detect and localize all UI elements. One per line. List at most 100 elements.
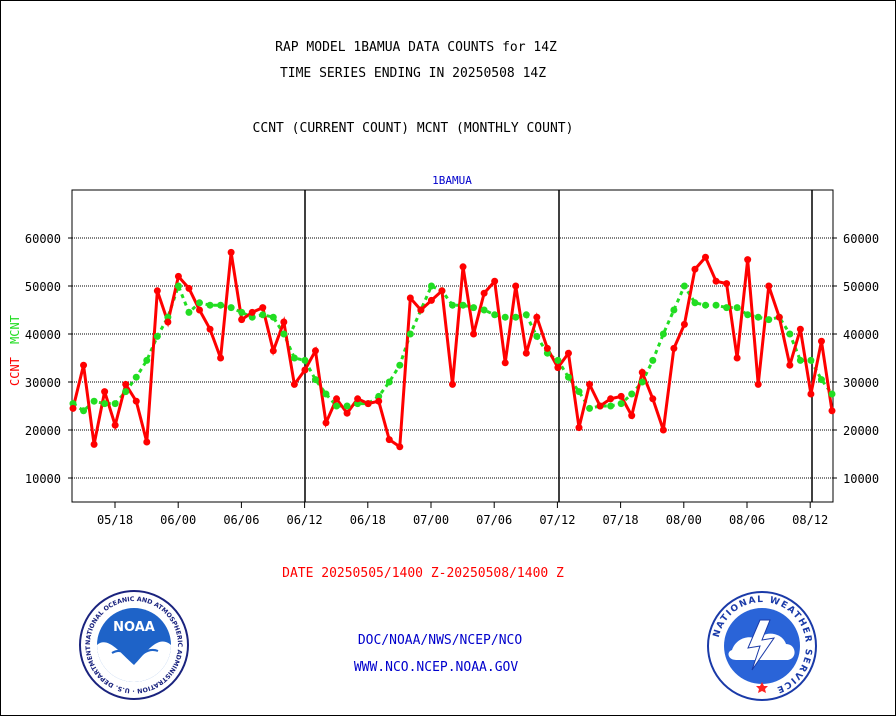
- time-series-chart: 10000 10000 20000 20000 30000 30000 40000 40000…: [8, 174, 879, 527]
- ccnt-point: [575, 424, 583, 432]
- ccnt-point: [80, 361, 88, 369]
- mcnt-point: [111, 400, 119, 408]
- ccnt-point: [354, 395, 362, 403]
- ccnt-point: [649, 395, 657, 403]
- ccnt-point: [396, 443, 404, 451]
- mcnt-point: [280, 330, 288, 338]
- x-tick-label: 06/18: [350, 513, 386, 527]
- ccnt-point: [164, 318, 172, 326]
- mcnt-point: [333, 402, 341, 410]
- mcnt-point: [259, 311, 267, 319]
- mcnt-point: [670, 306, 678, 314]
- mcnt-point: [385, 378, 393, 386]
- x-tick-label: 07/12: [539, 513, 575, 527]
- y-tick-label-right: 10000: [843, 472, 879, 486]
- ccnt-point: [617, 392, 625, 400]
- mcnt-point: [607, 402, 615, 410]
- website-link[interactable]: WWW.NCO.NCEP.NOAA.GOV: [353, 660, 519, 675]
- mcnt-point: [90, 397, 98, 405]
- ccnt-point: [564, 349, 572, 357]
- ccnt-point: [754, 380, 762, 388]
- mcnt-point: [396, 361, 404, 369]
- mcnt-point: [522, 311, 530, 319]
- mcnt-point: [564, 373, 572, 381]
- mcnt-point: [153, 332, 161, 340]
- ccnt-point: [543, 344, 551, 352]
- mcnt-point: [807, 356, 815, 364]
- mcnt-point: [343, 402, 351, 410]
- y-tick-label-right: 20000: [843, 424, 879, 438]
- y-axis-label-ccnt: CCNT: [8, 357, 22, 386]
- ccnt-point: [375, 397, 383, 405]
- y-tick-label-right: 30000: [843, 376, 879, 390]
- svg-text:NOAA: NOAA: [113, 620, 155, 635]
- x-tick-label: 07/06: [476, 513, 512, 527]
- ccnt-point: [364, 400, 372, 408]
- org-path-label: DOC/NOAA/NWS/NCEP/NCO: [357, 633, 523, 648]
- mcnt-point: [206, 301, 214, 309]
- ccnt-point: [596, 402, 604, 410]
- x-tick-label: 06/06: [223, 513, 259, 527]
- ccnt-point: [153, 287, 161, 295]
- mcnt-point: [375, 392, 383, 400]
- mcnt-point: [512, 313, 520, 321]
- y-tick-label-left: 40000: [25, 328, 61, 342]
- ccnt-point: [280, 318, 288, 326]
- ccnt-point: [744, 256, 752, 264]
- mcnt-point: [628, 390, 636, 398]
- mcnt-point: [543, 349, 551, 357]
- ccnt-point: [796, 325, 804, 333]
- y-axis-label-mcnt: MCNT: [8, 315, 22, 344]
- y-tick-label-left: 20000: [25, 424, 61, 438]
- mcnt-point: [196, 299, 203, 307]
- mcnt-point: [101, 400, 109, 408]
- mcnt-point: [143, 356, 151, 364]
- x-tick-label: 06/00: [160, 513, 196, 527]
- mcnt-point: [174, 282, 182, 290]
- mcnt-point: [480, 306, 488, 314]
- mcnt-point: [185, 308, 193, 316]
- mcnt-point: [680, 282, 688, 290]
- ccnt-point: [733, 354, 741, 362]
- mcnt-point: [649, 356, 657, 364]
- ccnt-point: [311, 347, 319, 355]
- mcnt-point: [406, 330, 414, 338]
- ccnt-point: [238, 316, 246, 324]
- ccnt-point: [185, 284, 193, 292]
- mcnt-point: [817, 376, 825, 384]
- mcnt-point: [691, 299, 699, 307]
- mcnt-point: [491, 311, 499, 319]
- ccnt-point: [132, 397, 140, 405]
- ccnt-point: [702, 253, 709, 261]
- ccnt-point: [691, 265, 699, 273]
- ccnt-point: [101, 388, 109, 396]
- mcnt-point: [712, 301, 720, 309]
- mcnt-point: [322, 390, 330, 398]
- date-range-label: DATE 20250505/1400 Z-20250508/1400 Z: [282, 566, 564, 581]
- ccnt-point: [512, 282, 520, 290]
- ccnt-point: [533, 313, 541, 321]
- mcnt-point: [164, 313, 172, 321]
- ccnt-point: [417, 306, 425, 314]
- mcnt-point: [586, 404, 594, 412]
- mcnt-point: [290, 354, 298, 362]
- ccnt-point: [522, 349, 530, 357]
- ccnt-point: [385, 436, 393, 444]
- ccnt-point: [659, 426, 667, 434]
- ccnt-point: [459, 263, 467, 271]
- ccnt-point: [670, 344, 678, 352]
- ccnt-point: [554, 364, 562, 372]
- ccnt-point: [828, 407, 836, 415]
- x-tick-label: 06/12: [287, 513, 323, 527]
- ccnt-point: [122, 380, 130, 388]
- nws-logo-icon: NATIONAL WEATHER SERVICE: [707, 591, 817, 701]
- mcnt-point: [122, 388, 130, 396]
- mcnt-point: [554, 356, 562, 364]
- y-tick-label-right: 40000: [843, 328, 879, 342]
- mcnt-point: [80, 407, 88, 415]
- ccnt-point: [470, 330, 478, 338]
- y-tick-label-left: 30000: [25, 376, 61, 390]
- ccnt-point: [406, 294, 414, 302]
- ccnt-point: [427, 296, 435, 304]
- ccnt-point: [333, 395, 341, 403]
